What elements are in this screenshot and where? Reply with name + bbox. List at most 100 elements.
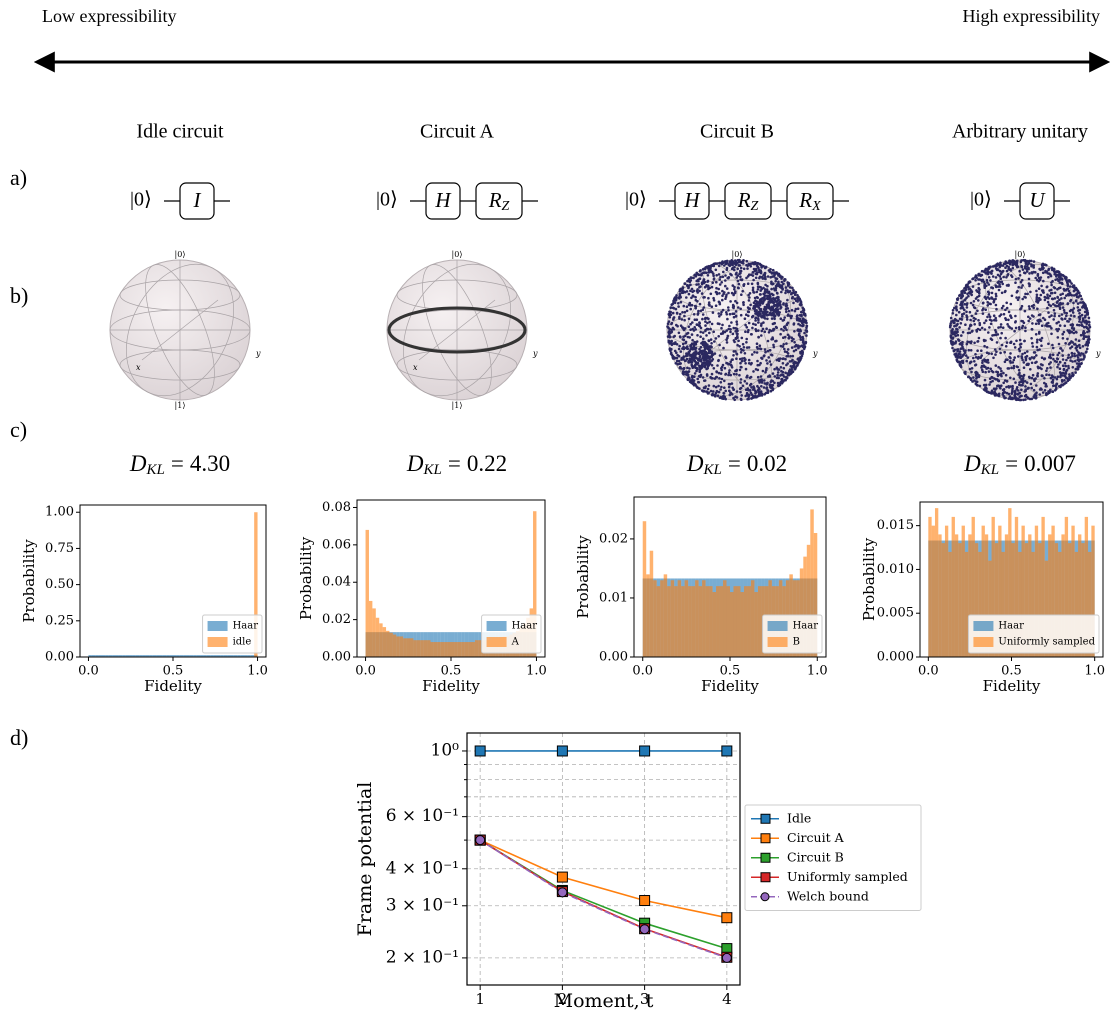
- state-point: [710, 390, 713, 393]
- state-point: [993, 387, 996, 390]
- state-point: [991, 380, 994, 383]
- state-point: [1069, 318, 1072, 321]
- legend-marker: [761, 814, 770, 823]
- state-point: [995, 350, 998, 353]
- bar: [938, 534, 941, 657]
- state-point: [704, 286, 707, 289]
- state-point: [775, 309, 778, 312]
- state-point: [789, 360, 792, 363]
- state-point: [758, 311, 761, 314]
- state-point: [999, 270, 1002, 273]
- state-point: [1068, 290, 1071, 293]
- state-point: [774, 297, 777, 300]
- state-point: [753, 291, 756, 294]
- state-point: [683, 319, 686, 322]
- bloch-sphere: [945, 246, 1095, 415]
- state-point: [774, 277, 777, 280]
- legend: Haaridle: [203, 615, 262, 653]
- state-point: [1005, 276, 1008, 279]
- bloch-label: |0⟩: [452, 250, 463, 259]
- state-point: [996, 269, 999, 272]
- state-point: [1073, 353, 1076, 356]
- state-point: [1050, 275, 1053, 278]
- state-point: [720, 386, 723, 389]
- state-point: [973, 320, 976, 323]
- state-point: [1008, 393, 1011, 396]
- bar: [713, 592, 716, 657]
- state-point: [988, 297, 991, 300]
- state-point: [983, 345, 986, 348]
- state-point: [726, 341, 729, 344]
- state-point: [715, 281, 718, 284]
- state-point: [1087, 321, 1090, 324]
- state-point: [1080, 358, 1083, 361]
- state-point: [725, 339, 728, 342]
- state-point: [988, 291, 991, 294]
- state-point: [679, 313, 682, 316]
- x-tick-label: 0.0: [78, 664, 99, 679]
- state-point: [727, 292, 730, 295]
- state-point: [743, 346, 746, 349]
- state-point: [744, 324, 747, 327]
- ket: |0⟩: [625, 189, 647, 211]
- state-point: [783, 316, 786, 319]
- state-point: [720, 381, 723, 384]
- state-point: [997, 366, 1000, 369]
- state-point: [1002, 276, 1005, 279]
- state-point: [720, 372, 723, 375]
- state-point: [751, 327, 754, 330]
- state-point: [682, 286, 685, 289]
- state-point: [733, 262, 736, 265]
- state-point: [757, 283, 760, 286]
- state-point: [793, 341, 796, 344]
- state-point: [1051, 381, 1054, 384]
- state-point: [1027, 268, 1030, 271]
- state-point: [977, 283, 980, 286]
- state-point: [1047, 343, 1050, 346]
- state-point: [960, 334, 963, 337]
- state-point: [960, 306, 963, 309]
- state-point: [1002, 382, 1005, 385]
- state-point: [1056, 357, 1059, 360]
- state-point: [784, 292, 787, 295]
- state-point: [717, 394, 720, 397]
- state-point: [958, 311, 961, 314]
- state-point: [704, 379, 707, 382]
- state-point: [707, 288, 710, 291]
- state-point: [1028, 308, 1031, 311]
- state-point: [1005, 374, 1008, 377]
- state-point: [988, 283, 991, 286]
- bar: [733, 586, 736, 657]
- state-point: [1084, 306, 1087, 309]
- state-point: [711, 359, 714, 362]
- kl-symbol: D: [406, 451, 424, 476]
- state-point: [1025, 358, 1028, 361]
- state-point: [1011, 327, 1014, 330]
- state-point: [741, 278, 744, 281]
- state-point: [755, 277, 758, 280]
- state-point: [968, 341, 971, 344]
- state-point: [1000, 323, 1003, 326]
- state-point: [758, 277, 761, 280]
- state-point: [984, 371, 987, 374]
- state-point: [680, 301, 683, 304]
- state-point: [1028, 283, 1031, 286]
- state-point: [1004, 361, 1007, 364]
- y-tick-label: 0.00: [45, 650, 74, 665]
- state-point: [987, 359, 990, 362]
- state-point: [963, 371, 966, 374]
- state-point: [696, 378, 699, 381]
- state-point: [1076, 295, 1079, 298]
- state-point: [780, 345, 783, 348]
- state-point: [711, 393, 714, 396]
- state-point: [759, 379, 762, 382]
- state-point: [691, 339, 694, 342]
- state-point: [712, 274, 715, 277]
- state-point: [735, 320, 738, 323]
- state-point: [984, 268, 987, 271]
- state-point: [752, 289, 755, 292]
- legend-label: Idle: [787, 810, 811, 825]
- y-axis-label: Probability: [574, 535, 592, 619]
- state-point: [977, 319, 980, 322]
- state-point: [1022, 381, 1025, 384]
